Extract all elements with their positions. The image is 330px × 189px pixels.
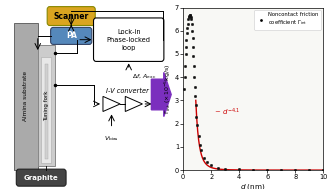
Text: Graphite: Graphite [24, 175, 58, 181]
X-axis label: $d$ (nm): $d$ (nm) [241, 182, 266, 189]
Text: I-V converter: I-V converter [106, 88, 148, 94]
Text: ~ $d^{-4.1}$: ~ $d^{-4.1}$ [214, 106, 241, 118]
Bar [41, 57, 51, 163]
Text: PA: PA [66, 31, 77, 40]
FancyBboxPatch shape [47, 7, 95, 26]
Text: Almina substrate: Almina substrate [23, 71, 28, 122]
Text: Lock-in
Phase-locked
loop: Lock-in Phase-locked loop [107, 29, 151, 51]
FancyBboxPatch shape [16, 169, 66, 186]
Text: $I$: $I$ [158, 99, 162, 108]
FancyBboxPatch shape [93, 18, 164, 61]
Text: $V_\mathrm{bias}$: $V_\mathrm{bias}$ [104, 134, 119, 143]
FancyArrow shape [151, 72, 171, 117]
Text: Tuning fork: Tuning fork [44, 91, 49, 121]
FancyBboxPatch shape [50, 27, 92, 44]
Text: Scanner: Scanner [53, 12, 89, 21]
Y-axis label: $\Gamma_\mathrm{int}$ ($\times10^{-5}$kg/s): $\Gamma_\mathrm{int}$ ($\times10^{-5}$kg… [163, 64, 173, 114]
Bar [14, 23, 38, 170]
Polygon shape [103, 96, 120, 112]
Bar [38, 45, 55, 166]
Legend: Noncontact friction
coefficient $\Gamma_\mathrm{int}$: Noncontact friction coefficient $\Gamma_… [254, 10, 321, 29]
Text: $\Delta f$, $A_\mathrm{exc}$: $\Delta f$, $A_\mathrm{exc}$ [132, 72, 156, 81]
Polygon shape [125, 96, 143, 112]
Bar [45, 64, 48, 159]
